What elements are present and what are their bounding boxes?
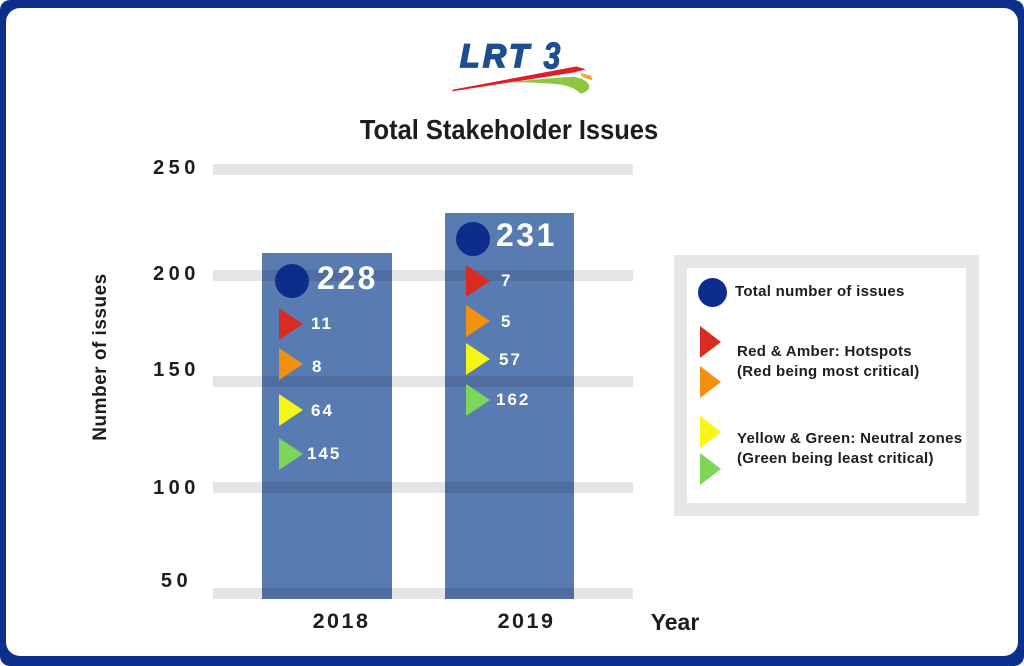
svg-text:3: 3 [544,36,561,77]
svg-text:LRT: LRT [460,38,532,74]
